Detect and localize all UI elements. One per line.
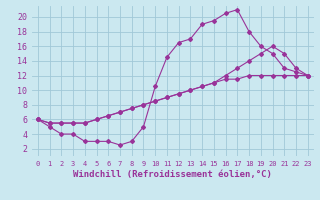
X-axis label: Windchill (Refroidissement éolien,°C): Windchill (Refroidissement éolien,°C) [73, 170, 272, 179]
